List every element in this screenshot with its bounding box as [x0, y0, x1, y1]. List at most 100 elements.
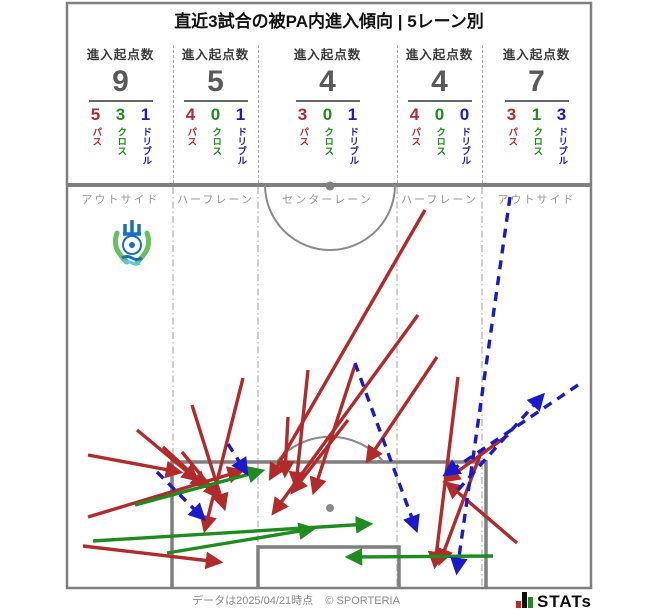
dribble-label: ドリブル: [235, 126, 247, 165]
cross-arrow: [166, 522, 317, 555]
pass-arrow: [427, 376, 460, 570]
footer-note: データは2025/04/21時点 © SPORTERIA: [66, 592, 526, 608]
pass-arrow: [436, 449, 484, 567]
dribble-arrow: [442, 383, 579, 477]
entry-total-value: 7: [528, 65, 545, 98]
stat-column-header: 進入起点数: [405, 48, 474, 62]
metric-pass: 4 パス: [183, 105, 199, 165]
stats-logo-text: STATs: [536, 592, 592, 611]
goal-area: [256, 545, 401, 587]
dribble-count: 0: [459, 105, 470, 124]
dribble-arrow: [456, 392, 545, 492]
pass-arrow: [268, 209, 427, 481]
metric-breakdown: 3 パス 0 クロス 1 ドリブル: [258, 105, 397, 164]
metric-cross: 3 クロス: [113, 105, 129, 165]
metric-pass: 5 パス: [88, 105, 104, 165]
dribble-count: 3: [556, 105, 567, 124]
metric-dribble: 1 ドリブル: [138, 105, 154, 164]
chart-frame-border: [65, 1, 593, 590]
stat-column-header: 進入起点数: [293, 48, 362, 62]
entry-total-value: 9: [112, 65, 129, 98]
pass-count: 5: [90, 105, 101, 124]
data-date-note: データは2025/04/21時点: [192, 595, 314, 607]
pass-arrow: [82, 544, 224, 570]
cross-label: クロス: [210, 126, 222, 156]
pass-arrow: [199, 377, 245, 534]
entry-arrows-layer: [82, 196, 579, 576]
lane-label-1: アウトサイド: [81, 194, 160, 206]
cross-count: 3: [115, 105, 126, 124]
metric-breakdown: 4 パス 0 クロス 1 ドリブル: [173, 105, 258, 165]
cross-count: 0: [434, 105, 445, 124]
lane-dividers: [172, 187, 483, 586]
pass-arrow: [135, 428, 200, 482]
dribble-arrow: [155, 470, 207, 522]
metric-dribble: 1 ドリブル: [233, 105, 249, 165]
cross-count: 1: [531, 105, 542, 124]
entry-total-value: 5: [207, 65, 224, 98]
pass-arrow: [190, 404, 229, 512]
stat-column-2: 進入起点数 5 4 パス 0 クロス 1 ドリブル: [173, 42, 258, 184]
center-circle: [264, 184, 396, 251]
lane-label-5: アウトサイド: [497, 194, 576, 206]
center-spot: [325, 181, 335, 191]
stat-column-3: 進入起点数 4 3 パス 0 クロス 1 ドリブル: [258, 42, 397, 184]
bar-chart-icon: [516, 592, 533, 610]
stat-column-5: 進入起点数 7 3 パス 1 クロス 3 ドリブル: [482, 42, 591, 184]
dribble-arrow: [353, 362, 420, 534]
total-underline: [183, 100, 248, 102]
metric-dribble: 1 ドリブル: [345, 105, 361, 164]
pass-arrow: [87, 453, 184, 479]
pass-arrow: [288, 369, 310, 490]
copyright-text: © SPORTERIA: [325, 595, 400, 607]
lane-label-4: ハーフレーン: [401, 194, 478, 206]
cross-count: 0: [322, 105, 333, 124]
pass-count: 3: [297, 105, 308, 124]
pass-count: 3: [506, 105, 517, 124]
metric-dribble: 0 ドリブル: [457, 105, 473, 165]
dribble-count: 1: [235, 105, 246, 124]
metric-cross: 0 クロス: [208, 105, 224, 165]
cross-arrow: [134, 465, 266, 507]
total-underline: [504, 100, 569, 102]
pass-arrow: [365, 356, 439, 464]
cross-label: クロス: [531, 126, 543, 156]
cross-count: 0: [210, 105, 221, 124]
stat-column-header: 進入起点数: [181, 48, 250, 62]
pass-label: パス: [185, 126, 197, 146]
cross-label: クロス: [322, 126, 334, 156]
pass-arrow: [290, 418, 350, 495]
cross-arrow: [344, 548, 494, 566]
dribble-count: 1: [140, 105, 151, 124]
pass-arrow: [161, 445, 209, 490]
pass-arrow: [87, 466, 246, 519]
dribble-label: ドリブル: [459, 126, 471, 165]
stat-column-4: 進入起点数 4 4 パス 0 クロス 0 ドリブル: [397, 42, 482, 184]
cross-label: クロス: [115, 126, 127, 156]
metric-breakdown: 3 パス 1 クロス 3 ドリブル: [482, 105, 591, 165]
lane-label-3: センターレーン: [282, 194, 373, 206]
metric-breakdown: 5 パス 3 クロス 1 ドリブル: [68, 105, 173, 165]
penalty-area: [170, 460, 488, 587]
pass-label: パス: [297, 126, 309, 146]
cross-label: クロス: [434, 126, 446, 156]
entry-total-value: 4: [431, 65, 448, 98]
metric-cross: 0 クロス: [432, 105, 448, 165]
stat-column-separator: [258, 45, 259, 183]
metric-pass: 3 パス: [504, 105, 520, 165]
pass-arrow: [444, 481, 519, 545]
dribble-label: ドリブル: [556, 126, 568, 165]
total-underline: [295, 100, 360, 102]
stat-column-1: 進入起点数 9 5 パス 3 クロス 1 ドリブル: [68, 42, 173, 184]
penalty-spot: [326, 504, 334, 512]
page-title: 直近3試合の被PA内進入傾向 | 5レーン別: [174, 12, 484, 31]
total-underline: [407, 100, 472, 102]
cross-arrow: [92, 515, 374, 543]
stat-column-header: 進入起点数: [86, 48, 155, 62]
stat-column-header: 進入起点数: [502, 48, 571, 62]
stat-column-separator: [482, 45, 483, 183]
stat-column-separator: [173, 45, 174, 183]
club-crest-icon: [112, 220, 152, 266]
pass-label: パス: [90, 126, 102, 146]
